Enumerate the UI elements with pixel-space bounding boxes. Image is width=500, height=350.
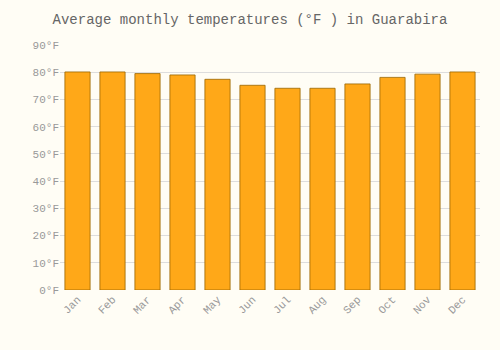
svg-text:0°F: 0°F [39,285,59,297]
svg-text:20°F: 20°F [33,230,59,242]
svg-text:80°F: 80°F [33,67,59,79]
svg-text:90°F: 90°F [33,40,59,52]
svg-text:70°F: 70°F [33,94,59,106]
svg-text:Jun: Jun [236,294,258,316]
svg-text:60°F: 60°F [33,122,59,134]
svg-text:Feb: Feb [96,294,118,316]
svg-text:Sep: Sep [341,294,363,316]
svg-text:40°F: 40°F [33,176,59,188]
svg-text:Apr: Apr [166,294,188,316]
svg-text:Jul: Jul [271,294,293,316]
svg-text:10°F: 10°F [33,258,59,270]
svg-text:Nov: Nov [411,294,434,317]
svg-text:Jan: Jan [61,294,83,316]
svg-text:Dec: Dec [446,294,468,316]
svg-text:May: May [201,294,224,317]
svg-text:50°F: 50°F [33,149,59,161]
svg-text:30°F: 30°F [33,203,59,215]
svg-text:Average monthly temperatures (: Average monthly temperatures (°F ) in Gu… [53,12,448,28]
svg-text:Mar: Mar [131,294,153,316]
svg-text:Aug: Aug [306,294,328,316]
svg-text:Oct: Oct [376,294,398,316]
